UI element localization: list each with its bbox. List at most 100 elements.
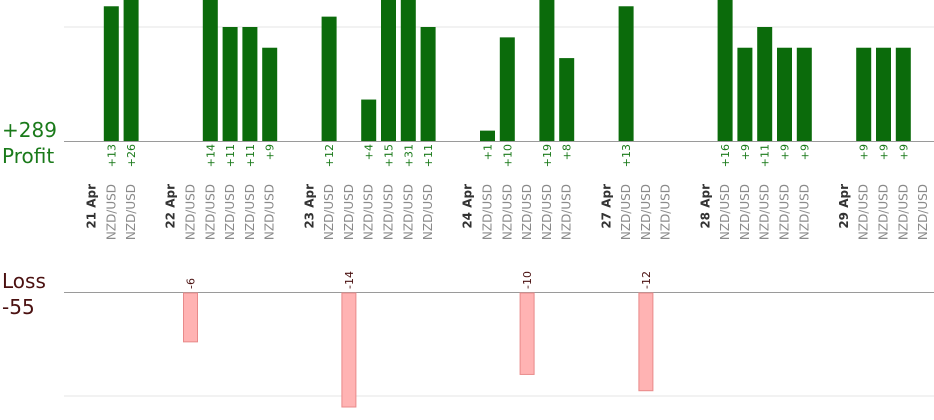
profit-value-label: +4 [363,144,376,160]
profit-value-label: +12 [323,144,336,167]
pair-label: NZD/USD [243,184,257,240]
profit-value-label: +8 [561,144,574,160]
pair-label: NZD/USD [639,184,653,240]
pair-label: NZD/USD [520,184,534,240]
loss-value-label: -10 [521,271,534,289]
profit-bar [103,6,119,142]
pair-label: NZD/USD [896,184,910,240]
pair-label: NZD/USD [857,184,871,240]
pair-label: NZD/USD [124,184,138,240]
date-label: 27 Apr [599,184,613,229]
profit-bar [796,47,812,141]
pair-label: NZD/USD [263,184,277,240]
profit-value-label: +16 [719,144,732,167]
loss-label: Loss [2,269,46,293]
profit-bar [539,0,555,141]
pair-label: NZD/USD [362,184,376,240]
pair-label: NZD/USD [421,184,435,240]
profit-bar [242,27,258,141]
profit-bar [777,47,792,141]
profit-value-label: +9 [897,144,910,160]
profit-value-label: +11 [422,144,435,167]
profit-value-label: +10 [501,144,514,167]
pair-label: NZD/USD [797,184,811,240]
loss-value-label: -6 [185,278,198,289]
profit-value-label: +31 [402,144,415,167]
profit-value-label: +14 [204,144,217,167]
date-label: 21 Apr [85,184,99,229]
date-label: 28 Apr [698,184,712,229]
profit-value-label: +11 [759,144,772,167]
pair-label: NZD/USD [203,184,217,240]
pair-label: NZD/USD [540,184,554,240]
pair-label: NZD/USD [877,184,891,240]
loss-value-label: -14 [343,271,356,289]
profit-bar [262,47,278,141]
profit-value-label: +11 [244,144,257,167]
profit-value-label: +13 [105,144,118,167]
category-labels: 21 Apr NZD/USD NZD/USD 22 Apr NZD/USD NZD/USD… [85,184,931,240]
profit-bar [618,6,634,142]
profit-bar [499,37,515,142]
loss-value-label: -12 [640,271,653,289]
profit-bar [321,16,337,141]
pair-label: NZD/USD [778,184,792,240]
profit-value-label: +9 [858,144,871,160]
profit-bar [717,0,733,141]
pair-label: NZD/USD [104,184,118,240]
date-label: 24 Apr [461,184,475,229]
profit-bar [737,47,753,141]
loss-bars: -6-14-10-12-13 [183,271,654,408]
profit-bar [361,99,377,141]
profit-value-label: +9 [878,144,891,160]
loss-bar [519,292,535,375]
profit-value-label: +9 [798,144,811,160]
loss-bar [341,292,357,408]
pair-label: NZD/USD [322,184,336,240]
profit-bars: +13 +26 +14 +11 +11 +9 +12 +4 +15 +31 +11 +1 +10 +19 +… [103,0,911,167]
pair-label: NZD/USD [481,184,495,240]
profit-value-label: +1 [482,144,495,160]
pair-label: NZD/USD [223,184,237,240]
profit-bar [420,27,436,141]
profit-value-label: +11 [224,144,237,167]
pair-label: NZD/USD [342,184,356,240]
profit-value-label: +15 [383,144,396,167]
profit-value-label: +13 [620,144,633,167]
pair-label: NZD/USD [560,184,574,240]
profit-bar [222,27,238,141]
pair-label: NZD/USD [619,184,633,240]
date-label: 29 Apr [837,184,851,229]
profit-bar [876,47,891,141]
profit-bar [559,58,575,141]
pair-label: NZD/USD [738,184,752,240]
profit-total: +289 [2,118,57,142]
pair-label: NZD/USD [758,184,772,240]
profit-value-label: +19 [541,144,554,167]
profit-label: Profit [2,144,54,168]
profit-bar [123,0,139,141]
profit-bar [202,0,218,141]
date-label: 23 Apr [302,184,316,229]
profit-value-label: +9 [779,144,792,160]
pair-label: NZD/USD [500,184,514,240]
pair-label: NZD/USD [382,184,396,240]
grid-lines [64,26,934,397]
profit-bar [480,130,495,141]
pair-label: NZD/USD [718,184,732,240]
profit-value-label: +9 [264,144,277,160]
profit-bar [400,0,416,141]
pair-label: NZD/USD [184,184,198,240]
date-label: 22 Apr [164,184,178,229]
loss-bar [638,292,654,392]
loss-total: -55 [2,295,35,319]
profit-bar [757,27,773,141]
pair-label: NZD/USD [916,184,930,240]
pair-label: NZD/USD [659,184,673,240]
profit-value-label: +26 [125,144,138,167]
profit-bar [895,47,911,141]
profit-bar [856,47,872,141]
pair-label: NZD/USD [401,184,415,240]
loss-bar [183,292,198,343]
